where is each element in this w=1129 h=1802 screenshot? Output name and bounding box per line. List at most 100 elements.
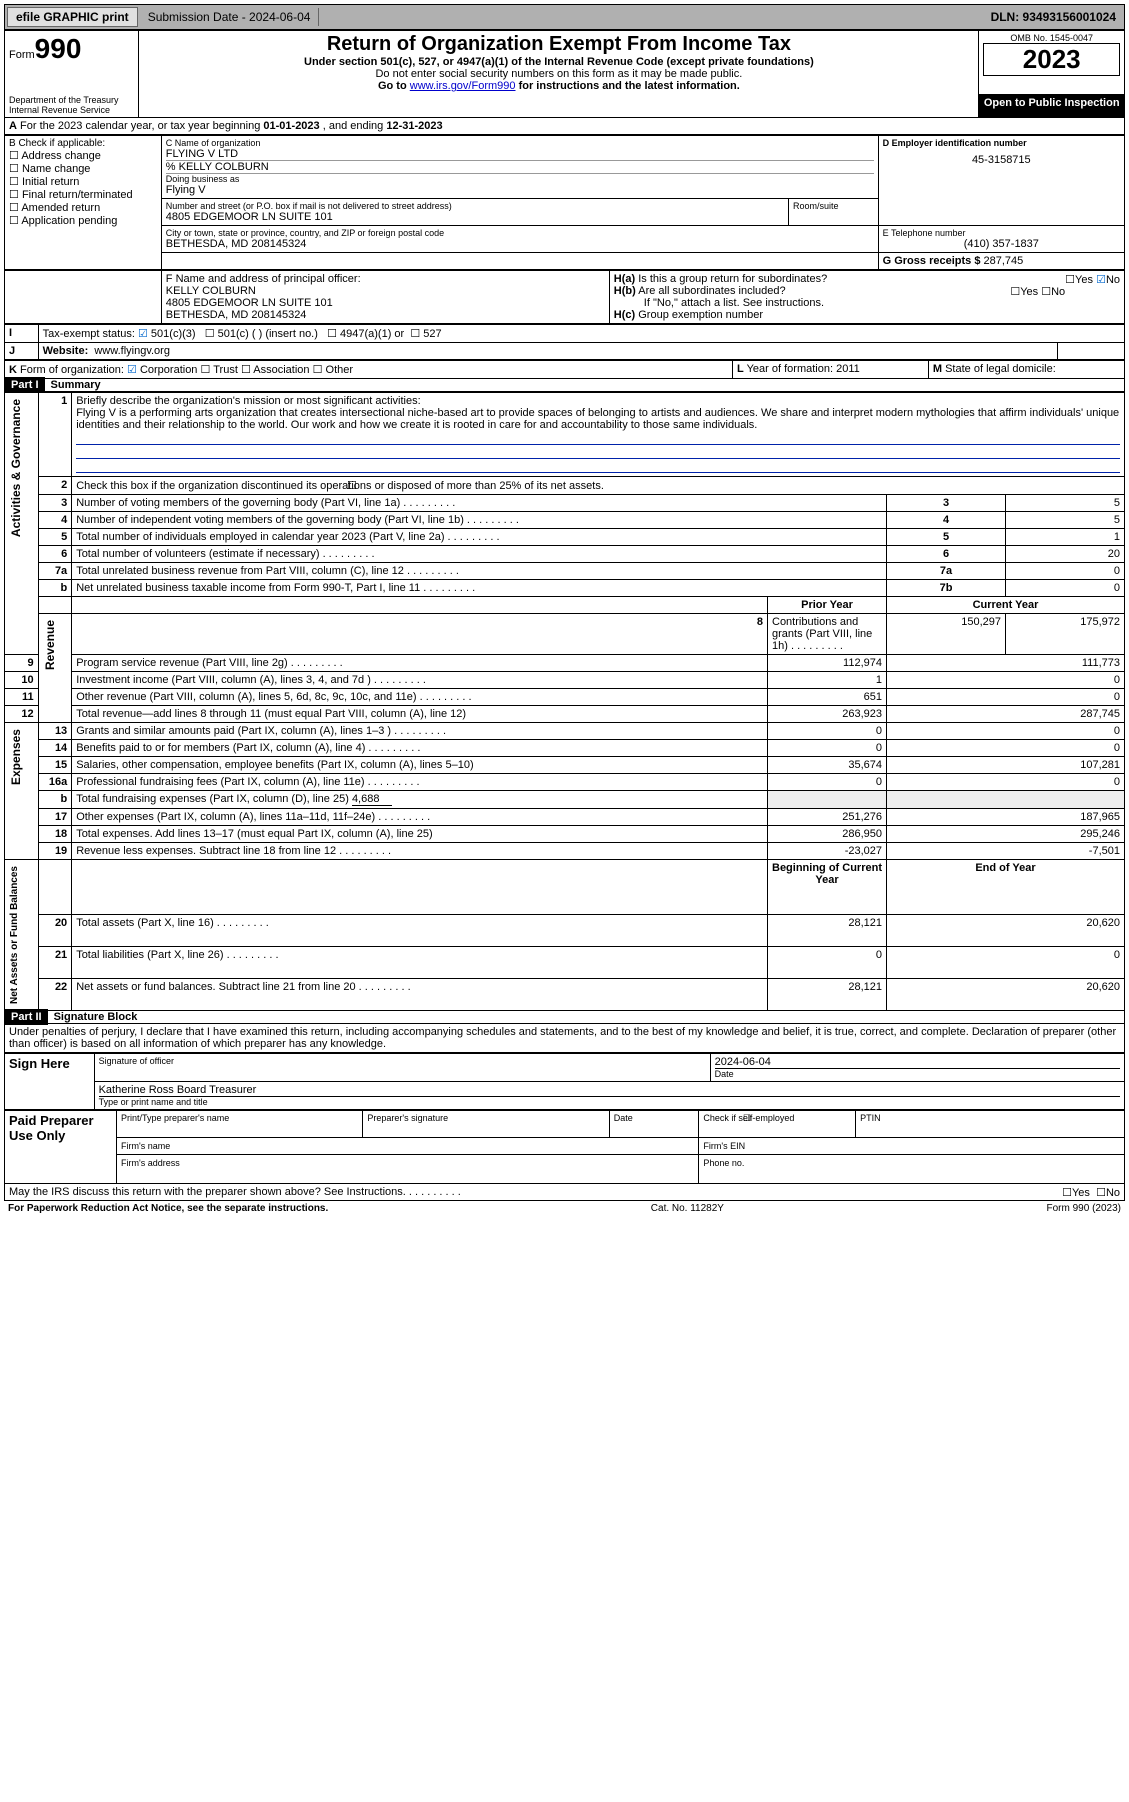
line-num: 18 xyxy=(55,828,67,840)
chk-name-change[interactable]: Name change xyxy=(9,162,157,175)
line-num: 6 xyxy=(61,548,67,560)
gov-row: 6Total number of volunteers (estimate if… xyxy=(5,546,1125,563)
irs-form990-link[interactable]: www.irs.gov/Form990 xyxy=(410,80,516,92)
exp-row: 18 Total expenses. Add lines 13–17 (must … xyxy=(5,826,1125,843)
line-text: Contributions and grants (Part VIII, lin… xyxy=(768,614,887,655)
mission-blank-line xyxy=(76,460,1120,473)
rev-row: 12Total revenue—add lines 8 through 11 (… xyxy=(5,706,1125,723)
street-value: 4805 EDGEMOOR LN SUITE 101 xyxy=(166,211,784,223)
part1-title: Summary xyxy=(45,379,101,391)
box-e-label: E Telephone number xyxy=(883,228,1120,238)
lbl-initial-return: Initial return xyxy=(22,176,79,188)
line-text: Number of voting members of the governin… xyxy=(72,495,887,512)
hb-no[interactable] xyxy=(1041,286,1051,298)
lbl-other: Other xyxy=(326,364,354,376)
line-num: 19 xyxy=(55,845,67,857)
chk-discontinued[interactable] xyxy=(347,480,357,492)
current-value: 20,620 xyxy=(887,914,1125,946)
line-text: Professional fundraising fees (Part IX, … xyxy=(72,774,768,791)
firm-addr-label: Firm's address xyxy=(121,1158,180,1168)
org-name: FLYING V LTD xyxy=(166,148,874,160)
line-text: Net unrelated business taxable income fr… xyxy=(72,580,887,597)
tax-year: 2023 xyxy=(983,43,1120,76)
discuss-yes-lbl: Yes xyxy=(1072,1187,1090,1199)
discuss-yes[interactable] xyxy=(1062,1187,1072,1199)
ha-yes-lbl: Yes xyxy=(1075,274,1093,286)
gov-row: 5Total number of individuals employed in… xyxy=(5,529,1125,546)
prior-value: 28,121 xyxy=(768,978,887,1010)
current-value: 0 xyxy=(887,689,1125,706)
line-text: Grants and similar amounts paid (Part IX… xyxy=(72,723,768,740)
line-value: 1 xyxy=(1006,529,1125,546)
line-num: 10 xyxy=(21,674,33,686)
exp-row: 15Salaries, other compensation, employee… xyxy=(5,757,1125,774)
form-ref: Form 990 (2023) xyxy=(1047,1203,1121,1214)
website-label: Website: xyxy=(43,345,89,357)
chk-application-pending[interactable]: Application pending xyxy=(9,214,157,227)
lbl-corporation: Corporation xyxy=(140,364,197,376)
line-num: 22 xyxy=(55,981,67,993)
chk-501c3[interactable] xyxy=(138,328,148,340)
line-text: Total liabilities (Part X, line 26) xyxy=(72,946,768,978)
hb-yes[interactable] xyxy=(1010,286,1020,298)
current-value: 0 xyxy=(887,723,1125,740)
line-ref: 3 xyxy=(943,497,949,509)
exp-row-16b: bTotal fundraising expenses (Part IX, co… xyxy=(5,791,1125,809)
chk-corporation[interactable] xyxy=(127,364,137,376)
sign-date-value: 2024-06-04 xyxy=(715,1056,1120,1069)
discuss-no-lbl: No xyxy=(1106,1187,1120,1199)
net-row: 20Total assets (Part X, line 16)28,12120… xyxy=(5,914,1125,946)
chk-address-change[interactable]: Address change xyxy=(9,149,157,162)
current-value: 0 xyxy=(887,774,1125,791)
prep-date-label: Date xyxy=(614,1113,695,1123)
gov-row: 3 Number of voting members of the governi… xyxy=(5,495,1125,512)
lbl-527: 527 xyxy=(423,328,441,340)
gov-row: 4Number of independent voting members of… xyxy=(5,512,1125,529)
box-b-label: B Check if applicable: xyxy=(9,138,157,149)
discuss-no[interactable] xyxy=(1096,1187,1106,1199)
chk-amended-return[interactable]: Amended return xyxy=(9,201,157,214)
exp-row: 17Other expenses (Part IX, column (A), l… xyxy=(5,809,1125,826)
chk-527[interactable] xyxy=(410,328,420,340)
part2-header: Part II xyxy=(5,1009,48,1025)
side-revenue: Revenue xyxy=(43,616,57,674)
chk-final-return[interactable]: Final return/terminated xyxy=(9,188,157,201)
ha-yes[interactable] xyxy=(1065,274,1075,286)
lbl-application-pending: Application pending xyxy=(21,215,117,227)
part1-header: Part I xyxy=(5,377,45,393)
website-value: www.flyingv.org xyxy=(94,345,170,357)
prior-value: 651 xyxy=(768,689,887,706)
chk-initial-return[interactable]: Initial return xyxy=(9,175,157,188)
chk-trust[interactable] xyxy=(201,364,211,376)
line-text: Salaries, other compensation, employee b… xyxy=(72,757,768,774)
box-f-label: F Name and address of principal officer: xyxy=(166,273,605,285)
line-num: 11 xyxy=(22,691,34,703)
mission-blank-line xyxy=(76,446,1120,459)
gross-receipts-value: 287,745 xyxy=(984,255,1024,267)
prior-value: 0 xyxy=(768,946,887,978)
net-row: 22Net assets or fund balances. Subtract … xyxy=(5,978,1125,1010)
exp-row: 16aProfessional fundraising fees (Part I… xyxy=(5,774,1125,791)
grey-cell xyxy=(768,791,887,809)
ha-no[interactable] xyxy=(1096,274,1106,286)
line-ref: 6 xyxy=(943,548,949,560)
chk-association[interactable] xyxy=(241,364,251,376)
line-text: Total expenses. Add lines 13–17 (must eq… xyxy=(72,826,768,843)
sign-date-label: Date xyxy=(715,1069,1120,1079)
line-num: 8 xyxy=(757,616,763,628)
efile-print-button[interactable]: efile GRAPHIC print xyxy=(7,7,138,27)
dba-label: Doing business as xyxy=(166,173,874,184)
ptin-label: PTIN xyxy=(860,1113,1120,1123)
city-label: City or town, state or province, country… xyxy=(166,228,874,238)
chk-501c[interactable] xyxy=(205,328,215,340)
current-value: 287,745 xyxy=(887,706,1125,723)
line-ref: 5 xyxy=(943,531,949,543)
chk-self-employed[interactable] xyxy=(743,1113,751,1123)
chk-4947[interactable] xyxy=(327,328,337,340)
paid-preparer-label: Paid Preparer Use Only xyxy=(5,1111,117,1184)
officer-name: KELLY COLBURN xyxy=(166,285,605,297)
type-print-label: Type or print name and title xyxy=(99,1097,1120,1107)
chk-other[interactable] xyxy=(313,364,323,376)
submission-date: Submission Date - 2024-06-04 xyxy=(140,8,320,26)
goto-post: for instructions and the latest informat… xyxy=(516,80,740,92)
